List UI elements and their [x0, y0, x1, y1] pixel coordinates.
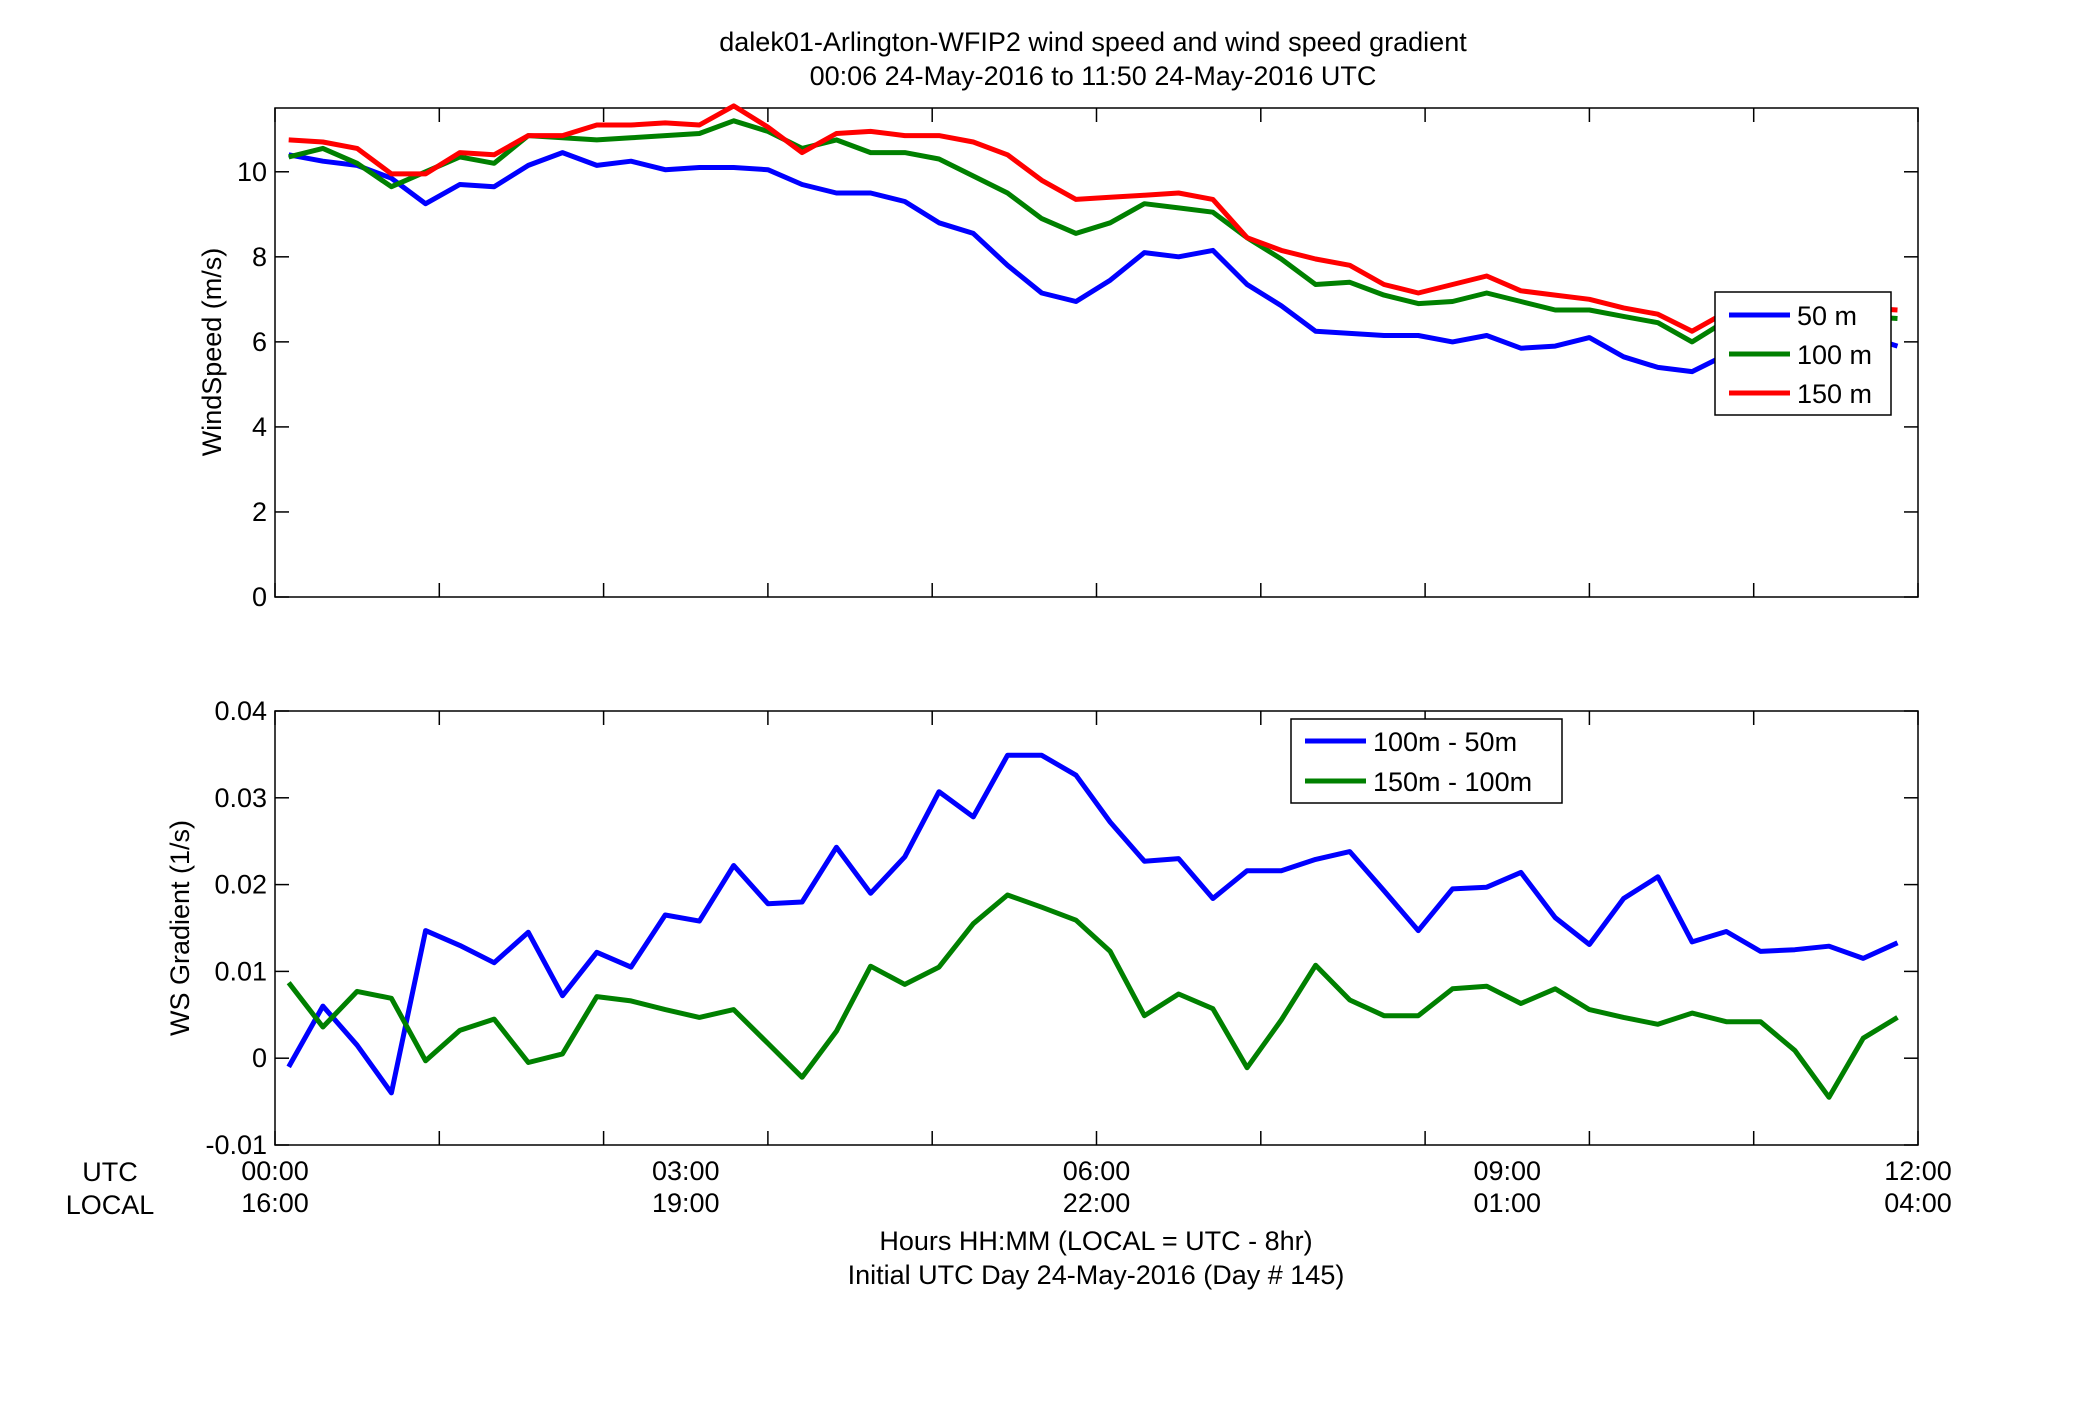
local-row-label: LOCAL	[66, 1190, 155, 1220]
gradient-ylabel: WS Gradient (1/s)	[165, 820, 195, 1036]
x-tick-label-local: 22:00	[1063, 1188, 1131, 1218]
x-axis-label: Hours HH:MM (LOCAL = UTC - 8hr)	[879, 1226, 1312, 1256]
x-axis-sublabel: Initial UTC Day 24-May-2016 (Day # 145)	[848, 1260, 1345, 1290]
gradient-ytick-label: -0.01	[205, 1130, 267, 1160]
legend-label-100m-50m: 100m - 50m	[1373, 727, 1517, 757]
windspeed-ytick-label: 4	[252, 412, 267, 442]
gradient-legend: 100m - 50m 150m - 100m	[1290, 718, 1563, 804]
gradient-ytick-label: 0	[252, 1043, 267, 1073]
windspeed-series-lines	[288, 103, 1899, 375]
windspeed-ytick-label: 8	[252, 242, 267, 272]
legend-label-150m-100m: 150m - 100m	[1373, 767, 1532, 797]
windspeed-ytick-label: 10	[237, 157, 267, 187]
x-tick-labels: 00:00 03:00 06:00 09:00 12:00 16:00 19:00 22:00…	[241, 1156, 1952, 1218]
chart-title-line1: dalek01-Arlington-WFIP2 wind speed and w…	[719, 27, 1467, 57]
gradient-ytick-label: 0.04	[214, 696, 267, 726]
windspeed-legend: 50 m 100 m 150 m	[1714, 291, 1892, 416]
windspeed-series-line-1	[288, 150, 1899, 375]
gradient-series-line-1	[286, 752, 1899, 1096]
x-tick-label-local: 19:00	[652, 1188, 720, 1218]
windspeed-axis-ticks: 0 2 4 6 8 10	[237, 108, 1919, 612]
x-tick-label-utc: 06:00	[1063, 1156, 1131, 1186]
x-tick-label-local: 16:00	[241, 1188, 309, 1218]
x-tick-label-local: 04:00	[1884, 1188, 1952, 1218]
gradient-legend-box	[1290, 718, 1563, 804]
windspeed-series-line-3	[288, 103, 1898, 334]
chart-title-line2: 00:06 24-May-2016 to 11:50 24-May-2016 U…	[810, 61, 1377, 91]
legend-label-150m: 150 m	[1797, 379, 1872, 409]
gradient-ytick-label: 0.03	[214, 783, 267, 813]
x-tick-label-utc: 09:00	[1473, 1156, 1541, 1186]
windspeed-panel: 0 2 4 6 8 10 WindSpeed (m/s) 50 m 100 m 150 m	[197, 103, 1919, 612]
gradient-panel: -0.01 0 0.01 0.02 0.03 0.04 WS Gradient (1/s)…	[165, 696, 1919, 1160]
gradient-axis-ticks: -0.01 0 0.01 0.02 0.03 0.04	[205, 696, 1919, 1160]
x-tick-label-utc: 12:00	[1884, 1156, 1952, 1186]
gradient-ytick-label: 0.02	[214, 870, 267, 900]
windspeed-ytick-label: 0	[252, 582, 267, 612]
legend-label-50m: 50 m	[1797, 301, 1857, 331]
windspeed-plot-area	[274, 107, 1919, 598]
x-tick-label-utc: 00:00	[241, 1156, 309, 1186]
legend-label-100m: 100 m	[1797, 340, 1872, 370]
gradient-series-lines	[286, 752, 1899, 1100]
x-tick-label-utc: 03:00	[652, 1156, 720, 1186]
utc-row-label: UTC	[82, 1157, 138, 1187]
gradient-series-line-2	[286, 892, 1899, 1100]
x-tick-label-local: 01:00	[1473, 1188, 1541, 1218]
windspeed-ytick-label: 2	[252, 497, 267, 527]
gradient-ytick-label: 0.01	[214, 956, 267, 986]
windspeed-ylabel: WindSpeed (m/s)	[197, 248, 227, 457]
windspeed-ytick-label: 6	[252, 327, 267, 357]
gradient-plot-area	[274, 710, 1919, 1146]
